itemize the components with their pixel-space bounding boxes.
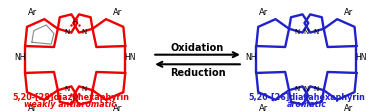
- Text: weakly antiaromatic: weakly antiaromatic: [24, 99, 116, 108]
- Text: Ar: Ar: [344, 103, 353, 112]
- Text: N: N: [64, 86, 69, 92]
- Text: Ar: Ar: [113, 103, 122, 112]
- Text: Oxidation: Oxidation: [171, 42, 224, 52]
- Text: N: N: [313, 28, 319, 34]
- Text: Reduction: Reduction: [170, 68, 225, 78]
- Text: N: N: [294, 28, 299, 34]
- Text: 5,20-[28]diazahexaphyrin: 5,20-[28]diazahexaphyrin: [12, 93, 129, 102]
- Text: NH: NH: [14, 53, 26, 62]
- Text: N: N: [64, 28, 69, 34]
- Text: N: N: [304, 86, 309, 92]
- Text: aromatic: aromatic: [287, 99, 326, 108]
- Text: N: N: [81, 86, 87, 92]
- Text: H: H: [73, 95, 78, 101]
- Text: N: N: [304, 28, 309, 34]
- Text: HN: HN: [356, 53, 367, 62]
- Text: Ar: Ar: [259, 103, 269, 112]
- Text: NH: NH: [246, 53, 257, 62]
- Text: Ar: Ar: [28, 8, 37, 17]
- Text: Ar: Ar: [28, 103, 37, 112]
- Text: N: N: [81, 28, 87, 34]
- Text: Ar: Ar: [259, 8, 269, 17]
- Text: N: N: [294, 86, 299, 92]
- Text: Ar: Ar: [113, 8, 122, 17]
- Text: 5,20-[26]diazahexaphyrin: 5,20-[26]diazahexaphyrin: [248, 93, 365, 102]
- Text: N: N: [313, 86, 319, 92]
- Text: H: H: [73, 19, 78, 25]
- Text: Ar: Ar: [344, 8, 353, 17]
- Text: HN: HN: [124, 53, 136, 62]
